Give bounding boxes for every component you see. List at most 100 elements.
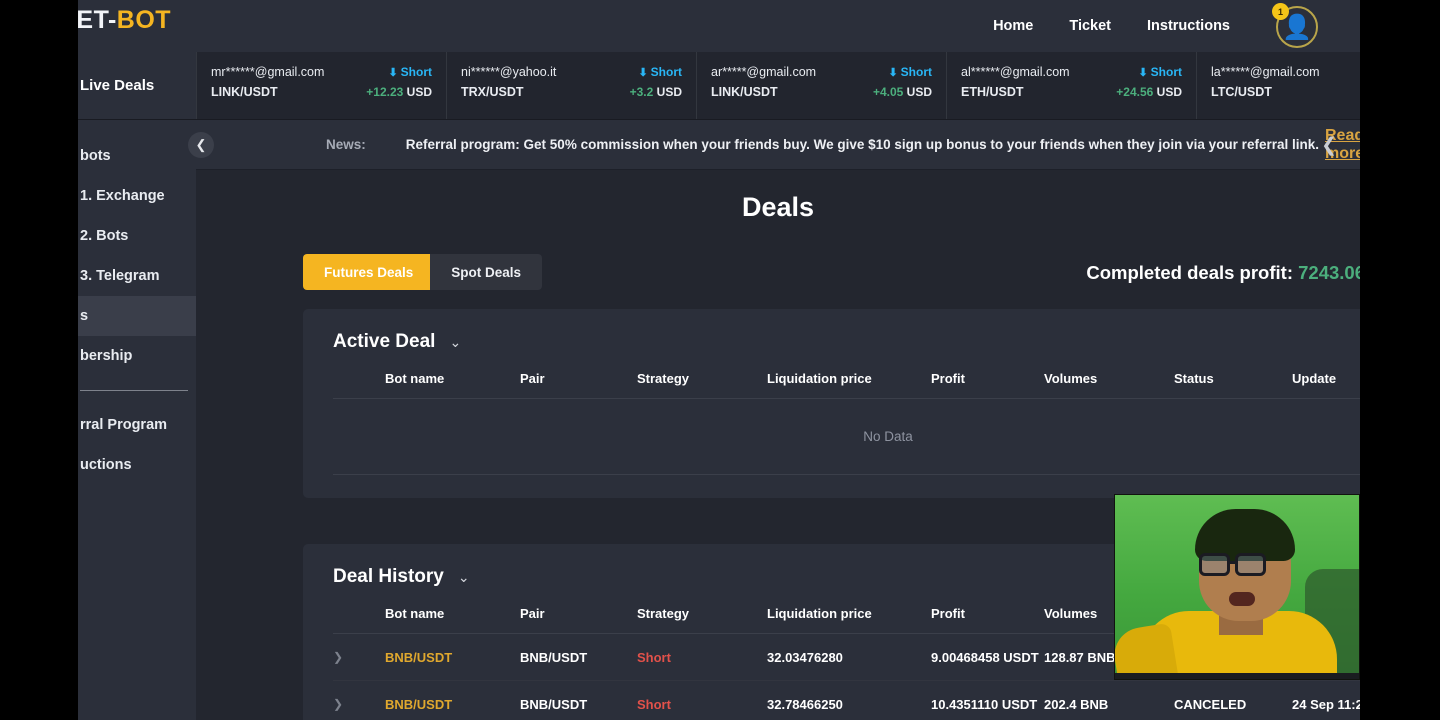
app-logo[interactable]: JET-BOT (78, 6, 171, 35)
glasses-right-lens (1235, 553, 1266, 576)
nav-item-instructions[interactable]: Instructions (1147, 18, 1230, 34)
col-profit: Profit (931, 606, 965, 621)
col-pair: Pair (520, 606, 545, 621)
user-icon: 👤 (1282, 13, 1312, 41)
live-deal-direction: ⬇ Short (638, 65, 682, 79)
app-page: JET-BOT Home Ticket Instructions 1 👤 Liv… (78, 0, 1360, 720)
col-strategy: Strategy (637, 606, 690, 621)
news-label: News: (326, 137, 366, 152)
chevron-right-icon[interactable]: ❯ (333, 697, 344, 711)
live-deals-title: Live Deals (78, 52, 196, 119)
news-bar: News: Referral program: Get 50% commissi… (196, 120, 1360, 170)
col-status: Status (1174, 371, 1214, 386)
cell-liquidation-price: 32.78466250 (767, 696, 843, 712)
chevron-down-icon[interactable]: ⌄ (457, 568, 470, 585)
chevron-right-icon[interactable]: ❯ (333, 650, 344, 664)
sidebar-collapse-button[interactable]: ❮ (188, 132, 214, 158)
deals-tabbar: Futures Deals Spot Deals (303, 254, 543, 290)
col-liquidation-price: Liquidation price (767, 606, 872, 621)
presenter-video-overlay[interactable] (1114, 494, 1360, 680)
table-row[interactable]: ❯ BNB/USDT BNB/USDT Short 32.03476280 9.… (333, 634, 1360, 681)
cell-liquidation-price: 32.03476280 (767, 649, 843, 665)
live-deal-item[interactable]: al******@gmail.com ⬇ Short ETH/USDT +24.5… (946, 52, 1196, 119)
chevron-down-icon[interactable]: ⌄ (449, 333, 462, 350)
cell-volumes: 202.4 BNB (1044, 696, 1109, 712)
sidebar-item-membership[interactable]: bership (80, 348, 133, 364)
right-black-gutter (1360, 0, 1440, 720)
cell-strategy: Short (637, 649, 671, 665)
col-bot-name: Bot name (385, 371, 445, 386)
active-deal-title: Active Deal (333, 331, 436, 352)
active-deal-table: Bot name Pair Strategy Liquidation price… (333, 369, 1360, 399)
cell-pair: BNB/USDT (520, 649, 588, 665)
nav-item-ticket[interactable]: Ticket (1069, 18, 1112, 34)
deal-history-header[interactable]: Deal History ⌄ (303, 544, 1360, 588)
arrow-down-icon: ⬇ (1138, 67, 1148, 79)
sidebar: bots 1. Exchange 2. Bots 3. Telegram s b… (78, 120, 196, 720)
live-deal-profit: +12.23 USD (366, 85, 432, 99)
active-deal-header[interactable]: Active Deal ⌄ (303, 309, 1360, 353)
live-deal-direction: ⬇ Short (888, 65, 932, 79)
live-deal-direction: ⬇ Short (388, 65, 432, 79)
live-deal-direction: ⬇ Short (1138, 65, 1182, 79)
cell-profit: 9.00468458 USDT (931, 649, 1039, 665)
glasses-bridge (1230, 561, 1237, 564)
col-pair: Pair (520, 371, 545, 386)
arrow-down-icon: ⬇ (388, 67, 398, 79)
logo-text-primary: JET- (78, 6, 117, 34)
live-deal-item[interactable]: mr******@gmail.com ⬇ Short LINK/USDT +12.… (196, 52, 446, 119)
col-volumes: Volumes (1044, 371, 1098, 386)
cell-bot-name: BNB/USDT (385, 696, 453, 712)
sidebar-item-my-bots[interactable]: bots (80, 148, 111, 164)
cell-status: CANCELED (1174, 696, 1247, 712)
sidebar-item-instructions[interactable]: uctions (80, 457, 132, 473)
live-deals-ticker: Live Deals mr******@gmail.com ⬇ Short LIN… (78, 52, 1360, 120)
sidebar-item-referral-program[interactable]: rral Program (80, 417, 168, 433)
news-prev-button[interactable]: ❮ (1321, 135, 1337, 156)
live-deal-email: al******@gmail.com (961, 65, 1070, 79)
presenter-mouth (1229, 592, 1255, 606)
tab-futures-deals[interactable]: Futures Deals (303, 254, 435, 290)
video-bottom-bar (1115, 673, 1359, 679)
tab-spot-deals[interactable]: Spot Deals (430, 254, 543, 290)
presenter-hair (1195, 509, 1295, 561)
live-deal-pair: TRX/USDT (461, 85, 524, 99)
live-deal-email: ni******@yahoo.it (461, 65, 557, 79)
arrow-down-icon: ⬇ (888, 67, 898, 79)
avatar[interactable]: 1 👤 (1272, 3, 1318, 48)
live-deal-pair: ETH/USDT (961, 85, 1024, 99)
table-row[interactable]: ❯ BNB/USDT BNB/USDT Short 32.78466250 10… (333, 681, 1360, 720)
live-deal-email: la******@gmail.com (1211, 65, 1320, 79)
live-deal-email: ar*****@gmail.com (711, 65, 817, 79)
cell-volumes: 128.87 BNB (1044, 649, 1116, 665)
sidebar-item-telegram[interactable]: 3. Telegram (80, 268, 160, 284)
app-header: JET-BOT Home Ticket Instructions 1 👤 (78, 0, 1360, 52)
sidebar-item-exchange[interactable]: 1. Exchange (80, 188, 165, 204)
sidebar-item-bots[interactable]: 2. Bots (80, 228, 129, 244)
live-deal-item[interactable]: la******@gmail.com LTC/USDT (1196, 52, 1360, 119)
col-bot-name: Bot name (385, 606, 445, 621)
active-deal-empty-state: No Data (333, 399, 1360, 475)
live-deal-profit: +4.05 USD (872, 85, 932, 99)
arrow-down-icon: ⬇ (638, 67, 648, 79)
sidebar-item-deals[interactable]: s (78, 296, 196, 336)
completed-deals-profit-value: 7243.06 (1298, 262, 1360, 283)
col-volumes: Volumes (1044, 606, 1098, 621)
live-deal-pair: LTC/USDT (1211, 85, 1272, 99)
completed-deals-profit-label: Completed deals profit: (1086, 262, 1293, 283)
deal-history-title: Deal History (333, 566, 444, 587)
chevron-left-icon: ❮ (195, 137, 207, 152)
sidebar-divider (80, 390, 188, 391)
cell-profit: 10.4351110 USDT (931, 696, 1038, 712)
col-strategy: Strategy (637, 371, 690, 386)
nav-item-home[interactable]: Home (993, 18, 1034, 34)
notification-badge: 1 (1272, 3, 1289, 20)
glasses-left-lens (1199, 553, 1230, 576)
live-deal-item[interactable]: ni******@yahoo.it ⬇ Short TRX/USDT +3.2 U… (446, 52, 696, 119)
active-deal-table-header: Bot name Pair Strategy Liquidation price… (333, 369, 1360, 399)
news-read-more-link[interactable]: Read more (1324, 126, 1360, 162)
live-deal-item[interactable]: ar*****@gmail.com ⬇ Short LINK/USDT +4.05… (696, 52, 946, 119)
news-text: Referral program: Get 50% commission whe… (405, 137, 1319, 152)
cell-pair: BNB/USDT (520, 696, 588, 712)
